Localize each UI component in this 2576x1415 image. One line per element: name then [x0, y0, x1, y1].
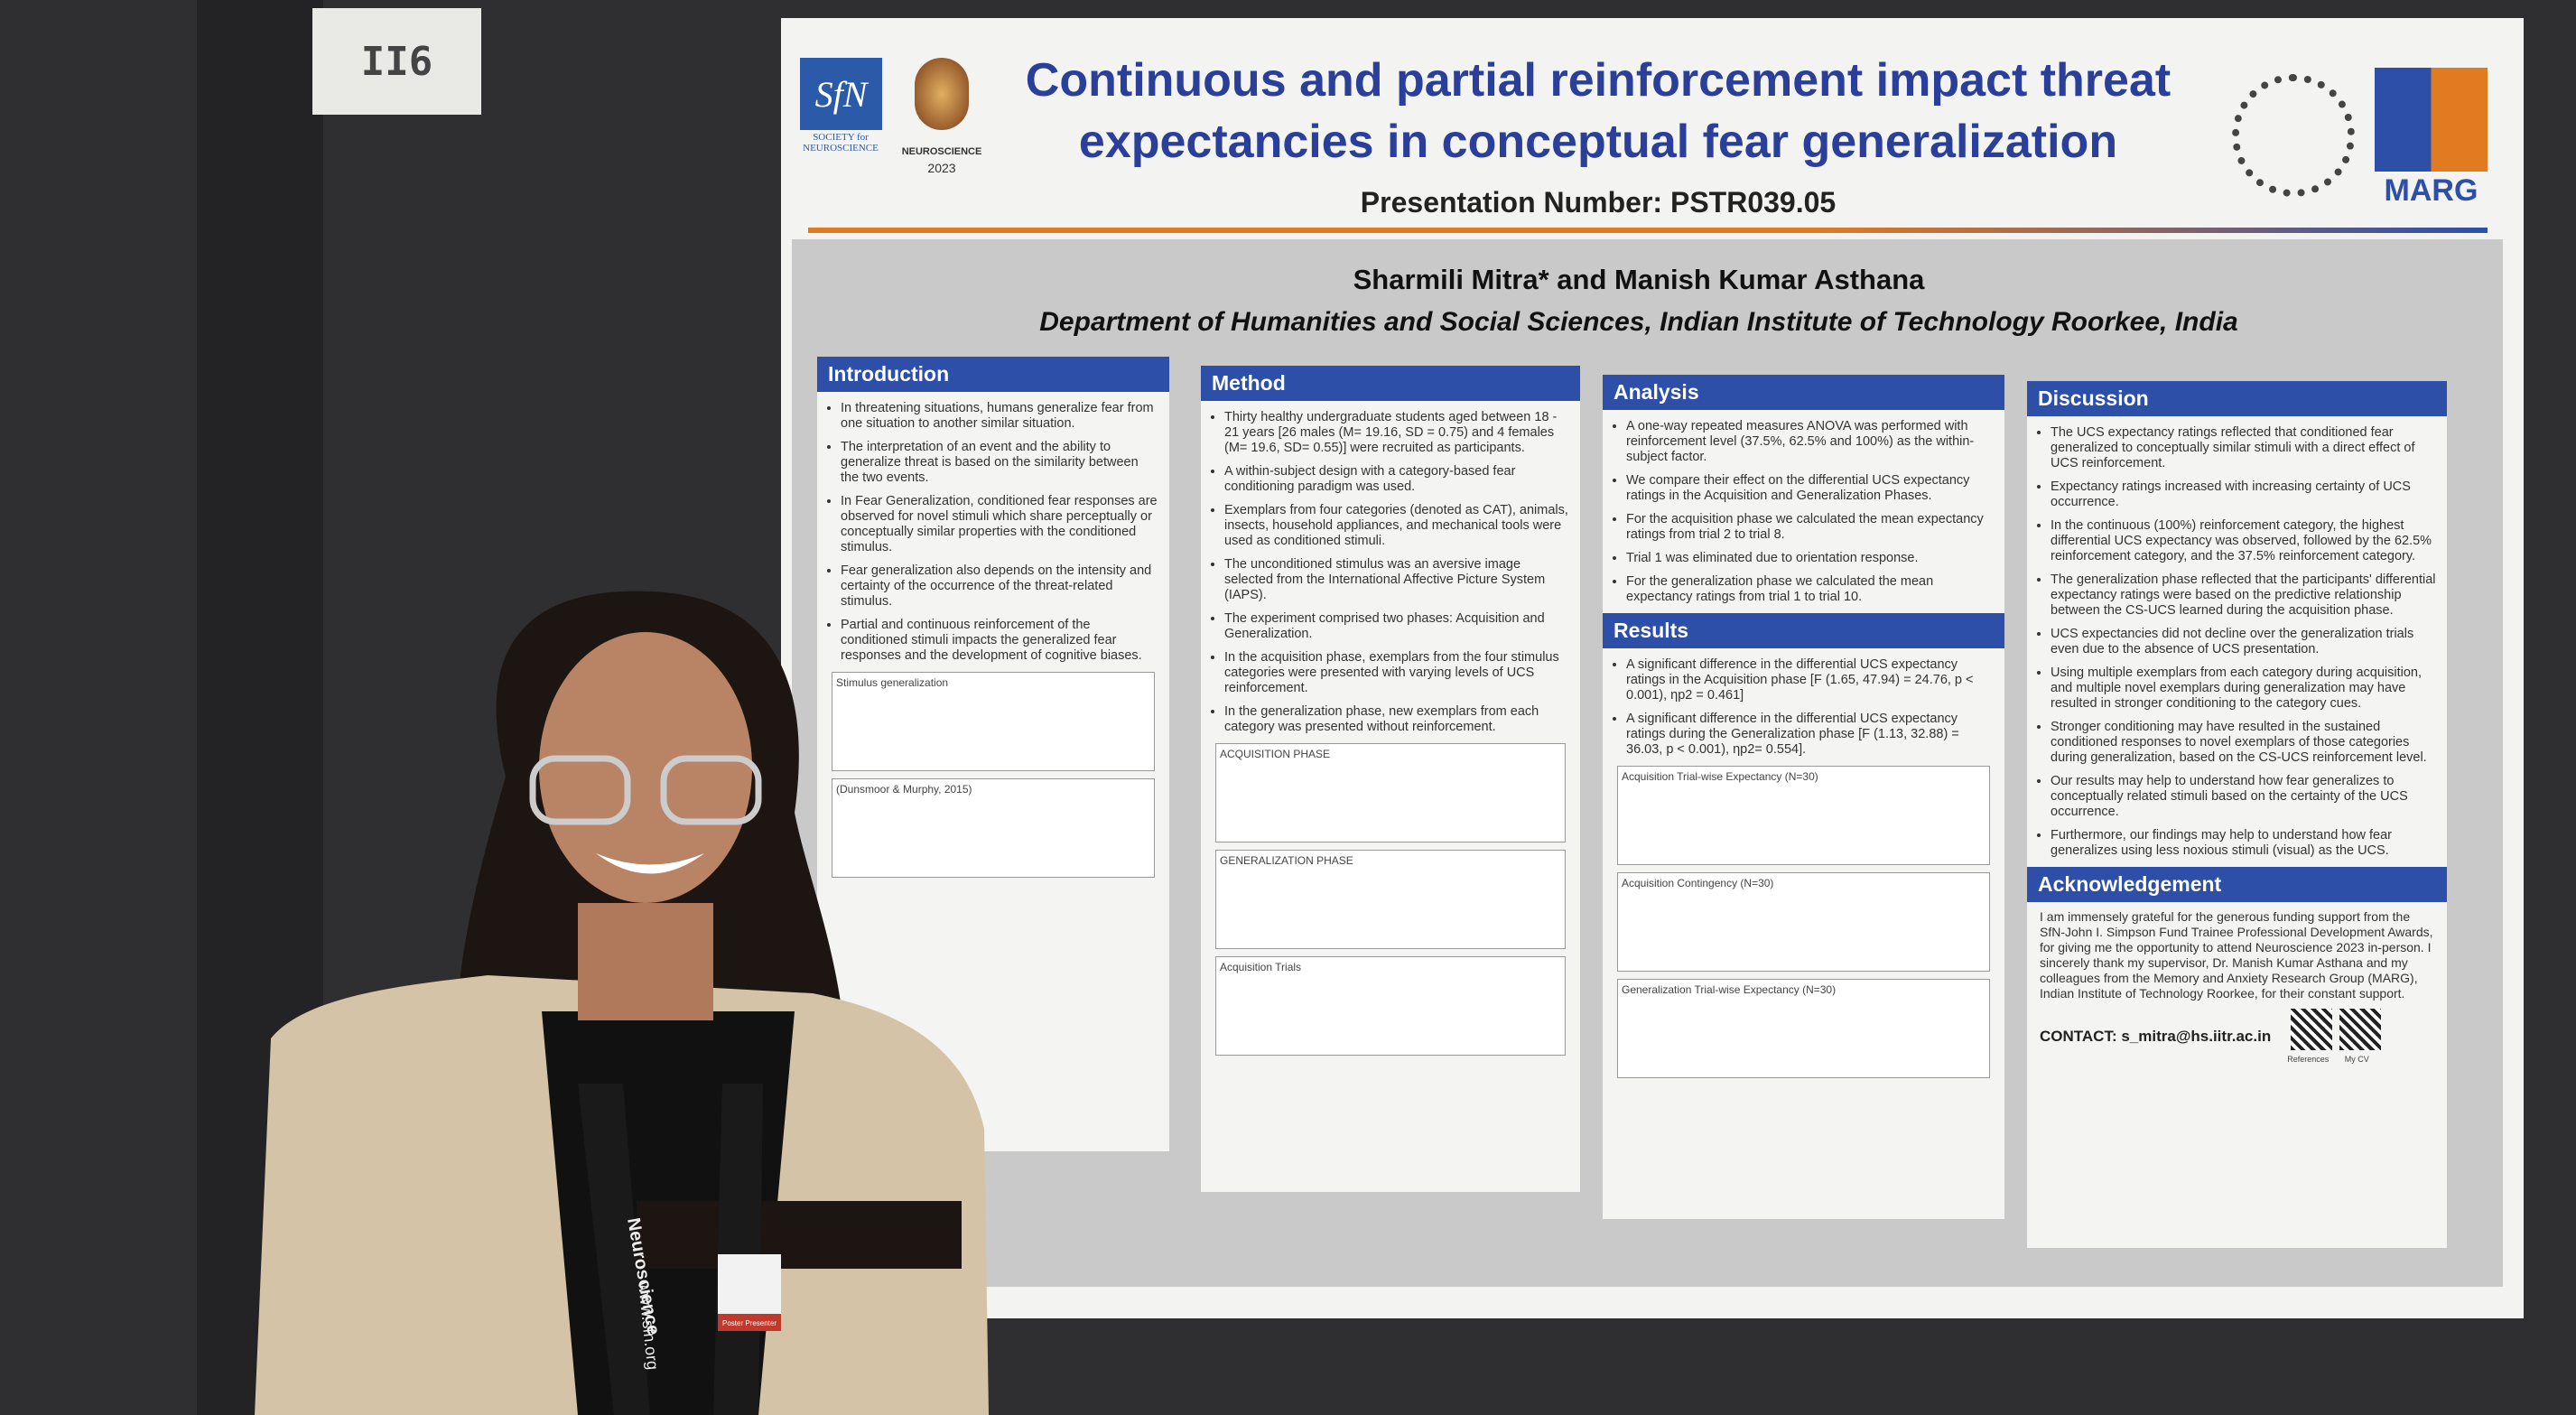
column: Discussion The UCS expectancy ratings ref…	[2027, 381, 2447, 1248]
badge-text: Poster Presenter	[722, 1319, 777, 1327]
header-rule	[808, 228, 2488, 233]
smile	[596, 853, 704, 874]
qr-block: My CV	[2332, 1009, 2382, 1064]
bullet: In threatening situations, humans genera…	[841, 401, 1158, 432]
bullet: In the continuous (100%) reinforcement c…	[2051, 518, 2436, 564]
qr-label: My CV	[2344, 1055, 2369, 1064]
figure: Generalization Trial-wise Expectancy (N=…	[1617, 979, 1990, 1078]
bullet: The experiment comprised two phases: Acq…	[1224, 611, 1569, 642]
lanyard-right	[713, 1084, 763, 1415]
face	[539, 632, 752, 903]
iitr-logo	[2232, 74, 2355, 197]
bullet: A one-way repeated measures ANOVA was pe…	[1626, 419, 1994, 465]
affiliation: Department of Humanities and Social Scie…	[1039, 307, 2238, 337]
bullet: In the acquisition phase, exemplars from…	[1224, 650, 1569, 696]
neuro-text: NEUROSCIENCE	[901, 146, 982, 157]
glasses-left	[529, 755, 631, 825]
bullet-list: Thirty healthy undergraduate students ag…	[1224, 410, 1569, 735]
bullet-list: In threatening situations, humans genera…	[841, 401, 1158, 664]
bullet: Fear generalization also depends on the …	[841, 563, 1158, 610]
figure: Acquisition Trial-wise Expectancy (N=30)	[1617, 766, 1990, 865]
section-heading: Results	[1603, 613, 2004, 648]
contact: CONTACT: s_mitra@hs.iitr.ac.in	[2040, 1027, 2272, 1045]
figure: Stimulus generalization	[832, 672, 1155, 771]
figure: ACQUISITION PHASE	[1215, 743, 1566, 842]
authors: Sharmili Mitra* and Manish Kumar Asthana	[1353, 264, 1925, 295]
bullet: Expectancy ratings increased with increa…	[2051, 479, 2436, 510]
bullet: The UCS expectancy ratings reflected tha…	[2051, 425, 2436, 471]
marg-logo	[2375, 68, 2488, 172]
figure: Acquisition Trials	[1215, 956, 1566, 1056]
section-heading: Acknowledgement	[2027, 867, 2447, 902]
section-heading: Introduction	[817, 357, 1169, 392]
bullet: We compare their effect on the different…	[1626, 473, 1994, 504]
bullet: UCS expectancies did not decline over th…	[2051, 627, 2436, 657]
figure: (Dunsmoor & Murphy, 2015)	[832, 778, 1155, 878]
bullet: For the acquisition phase we calculated …	[1626, 512, 1994, 543]
bullet-list: A one-way repeated measures ANOVA was pe…	[1626, 419, 1994, 605]
bullet-list: A significant difference in the differen…	[1626, 657, 1994, 758]
bullet: A within-subject design with a category-…	[1224, 464, 1569, 495]
section-heading: Method	[1201, 366, 1580, 401]
bullet: The interpretation of an event and the a…	[841, 440, 1158, 486]
bullet: A significant difference in the differen…	[1626, 657, 1994, 703]
hair-lower	[637, 1201, 962, 1269]
bullet: Using multiple exemplars from each categ…	[2051, 666, 2436, 712]
bullet: For the generalization phase we calculat…	[1626, 574, 1994, 605]
glasses-right	[660, 755, 762, 825]
bullet: In Fear Generalization, conditioned fear…	[841, 494, 1158, 555]
poster-title: Continuous and partial reinforcement imp…	[1025, 54, 2171, 168]
bullet: Our results may help to understand how f…	[2051, 774, 2436, 820]
badge-strip	[718, 1314, 781, 1331]
column: Method Thirty healthy undergraduate stude…	[1201, 366, 1580, 1192]
bullet-list: The UCS expectancy ratings reflected tha…	[2051, 425, 2436, 859]
qr-label: References	[2287, 1055, 2330, 1064]
bullet: Thirty healthy undergraduate students ag…	[1224, 410, 1569, 456]
section-heading: Discussion	[2027, 381, 2447, 416]
sfn-logo: SfN	[800, 58, 882, 130]
bullet: Stronger conditioning may have resulted …	[2051, 720, 2436, 766]
presentation-number: Presentation Number: PSTR039.05	[1360, 186, 1837, 219]
figure: GENERALIZATION PHASE	[1215, 850, 1566, 949]
bullet: Partial and continuous reinforcement of …	[841, 618, 1158, 664]
bullet: Exemplars from four categories (denoted …	[1224, 503, 1569, 549]
figure: Acquisition Contingency (N=30)	[1617, 872, 1990, 972]
column: Analysis A one-way repeated measures ANOV…	[1603, 375, 2004, 1219]
bullet: A significant difference in the differen…	[1626, 712, 1994, 758]
section-heading: Analysis	[1603, 375, 2004, 410]
neck	[578, 903, 713, 1020]
acknowledgement: I am immensely grateful for the generous…	[2040, 909, 2433, 1001]
qr-code	[2339, 1009, 2382, 1050]
bullet: The unconditioned stimulus was an aversi…	[1224, 557, 1569, 603]
qr-block: References	[2283, 1009, 2333, 1064]
sfn-text: SOCIETY for NEUROSCIENCE	[803, 132, 879, 154]
neuro-logo	[915, 58, 969, 130]
bullet: Furthermore, our findings may help to un…	[2051, 828, 2436, 859]
bullet: The generalization phase reflected that …	[2051, 573, 2436, 619]
bullet: In the generalization phase, new exempla…	[1224, 704, 1569, 735]
neuro-year: 2023	[927, 161, 956, 175]
poster: SfN SOCIETY for NEUROSCIENCE NEUROSCIENC…	[781, 18, 2524, 1318]
qr-code	[2291, 1009, 2333, 1050]
marg-text: MARG	[2384, 173, 2478, 208]
contact-row: CONTACT: s_mitra@hs.iitr.ac.in References…	[2027, 1009, 2447, 1064]
lanyard-left	[578, 1084, 650, 1415]
bullet: Trial 1 was eliminated due to orientatio…	[1626, 551, 1994, 566]
board-label: II6	[312, 8, 481, 115]
